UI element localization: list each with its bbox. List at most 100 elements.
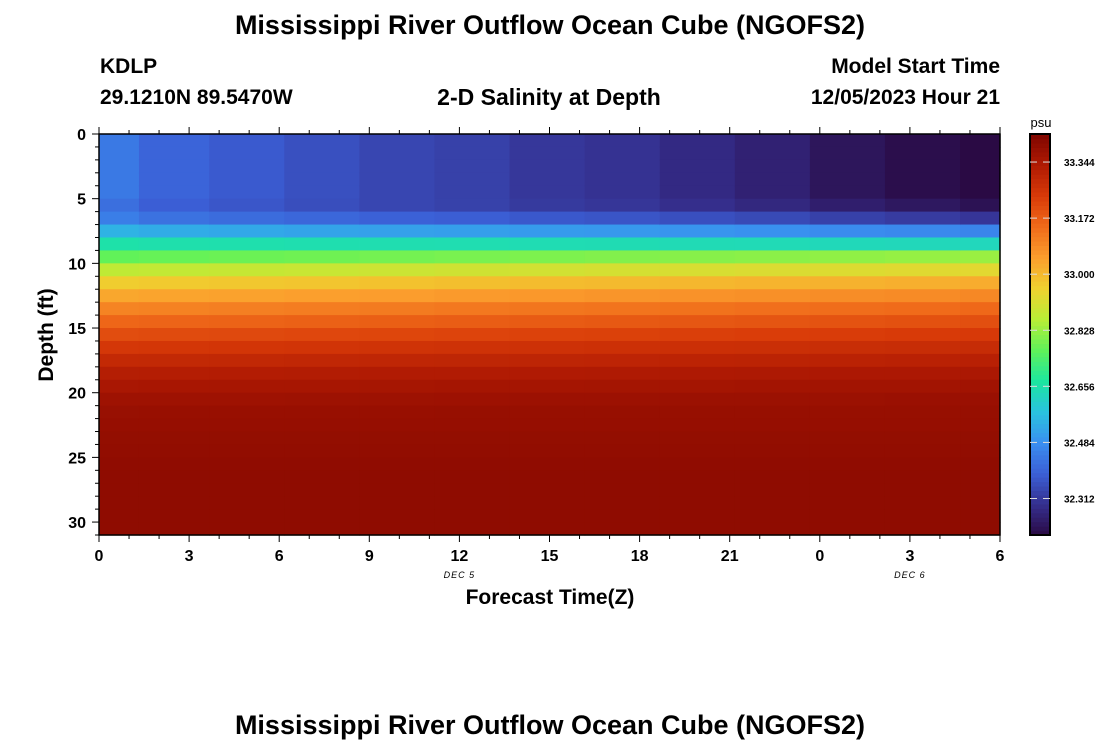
- colorbar-segment: [1030, 530, 1050, 536]
- heatmap-cell: [434, 470, 511, 484]
- heatmap-cell: [884, 522, 961, 536]
- heatmap-cell: [884, 379, 961, 394]
- heatmap-cell: [434, 328, 511, 342]
- heatmap-cell: [734, 134, 811, 148]
- heatmap-cell: [99, 276, 140, 290]
- heatmap-cell: [809, 302, 886, 316]
- colorbar-tick-label: 32.656: [1064, 382, 1095, 393]
- colorbar-segment: [1030, 232, 1050, 238]
- colorbar-segment: [1030, 423, 1050, 429]
- x-tick-label: 6: [275, 548, 284, 565]
- heatmap-cell: [284, 392, 360, 407]
- heatmap-cell: [584, 289, 661, 303]
- heatmap-cell: [209, 470, 285, 484]
- colorbar-segment: [1030, 517, 1050, 523]
- heatmap-cell: [359, 509, 436, 523]
- heatmap-cell: [734, 276, 811, 290]
- heatmap-cell: [284, 431, 360, 446]
- colorbar-segment: [1030, 459, 1050, 465]
- heatmap-cell: [960, 457, 1001, 471]
- heatmap-cell: [809, 315, 886, 329]
- colorbar-segment: [1030, 454, 1050, 460]
- heatmap-cell: [99, 379, 140, 394]
- heatmap-cell: [584, 444, 661, 458]
- colorbar-segment: [1030, 352, 1050, 358]
- heatmap-cell: [734, 470, 811, 484]
- colorbar-segment: [1030, 347, 1050, 353]
- station-id: KDLP: [100, 55, 158, 78]
- heatmap-cell: [734, 159, 811, 174]
- heatmap-cell: [138, 392, 210, 407]
- heatmap-cell: [138, 353, 210, 368]
- heatmap-cell: [99, 250, 140, 264]
- heatmap-cell: [884, 483, 961, 497]
- heatmap-cell: [284, 444, 360, 458]
- heatmap-cell: [434, 353, 511, 368]
- x-axis-label: Forecast Time(Z): [466, 586, 635, 609]
- heatmap-cell: [209, 289, 285, 303]
- colorbar-segment: [1030, 494, 1050, 500]
- y-axis-label: Depth (ft): [35, 288, 58, 381]
- heatmap-cell: [209, 340, 285, 355]
- heatmap-cell: [509, 289, 586, 303]
- colorbar-segment: [1030, 379, 1050, 385]
- heatmap-cell: [434, 276, 511, 290]
- heatmap-cell: [659, 211, 736, 226]
- heatmap-cell: [884, 353, 961, 368]
- y-tick-label: 10: [68, 256, 86, 273]
- colorbar-segment: [1030, 138, 1050, 144]
- heatmap-cell: [138, 522, 210, 536]
- heatmap-cell: [809, 522, 886, 536]
- heatmap-cell: [434, 431, 511, 446]
- heatmap-cell: [99, 366, 140, 381]
- colorbar-segment: [1030, 436, 1050, 443]
- heatmap-cell: [99, 237, 140, 252]
- heatmap-cell: [584, 496, 661, 510]
- heatmap-cell: [509, 444, 586, 458]
- heatmap-cell: [209, 444, 285, 458]
- heatmap-cell: [209, 172, 285, 187]
- heatmap-cell: [809, 418, 886, 433]
- heatmap-cell: [584, 172, 661, 187]
- heatmap-cell: [584, 379, 661, 394]
- heatmap-cell: [138, 289, 210, 303]
- colorbar-segment: [1030, 191, 1050, 197]
- heatmap-cell: [209, 496, 285, 510]
- heatmap-cell: [509, 457, 586, 471]
- heatmap-cell: [734, 328, 811, 342]
- heatmap-cell: [809, 379, 886, 394]
- heatmap-cell: [509, 379, 586, 394]
- heatmap-cell: [359, 172, 436, 187]
- colorbar-segment: [1030, 200, 1050, 206]
- heatmap-cell: [434, 366, 511, 381]
- colorbar-tick-label: 32.828: [1064, 326, 1095, 337]
- x-tick-label: 3: [185, 548, 194, 565]
- heatmap-cell: [809, 276, 886, 290]
- heatmap-cell: [359, 457, 436, 471]
- x-tick-label: 18: [631, 548, 649, 565]
- heatmap-cell: [809, 444, 886, 458]
- colorbar-segment: [1030, 267, 1050, 273]
- heatmap-cell: [584, 185, 661, 200]
- colorbar-segment: [1030, 477, 1050, 483]
- colorbar-segment: [1030, 321, 1050, 327]
- heatmap-cell: [434, 315, 511, 329]
- heatmap-cell: [359, 431, 436, 446]
- colorbar-segment: [1030, 428, 1050, 434]
- heatmap-cell: [584, 237, 661, 252]
- heatmap-cell: [734, 509, 811, 523]
- heatmap-cell: [659, 250, 736, 264]
- heatmap-cell: [209, 134, 285, 148]
- heatmap-cell: [284, 185, 360, 200]
- colorbar-segment: [1030, 463, 1050, 469]
- heatmap-cell: [809, 224, 886, 239]
- heatmap-cell: [359, 302, 436, 316]
- heatmap-cell: [434, 159, 511, 174]
- colorbar-segment: [1030, 508, 1050, 514]
- heatmap-cell: [659, 146, 736, 161]
- heatmap-cell: [434, 405, 511, 420]
- heatmap-cell: [138, 315, 210, 329]
- heatmap-cell: [138, 250, 210, 264]
- heatmap-cell: [138, 483, 210, 497]
- heatmap-cell: [509, 198, 586, 213]
